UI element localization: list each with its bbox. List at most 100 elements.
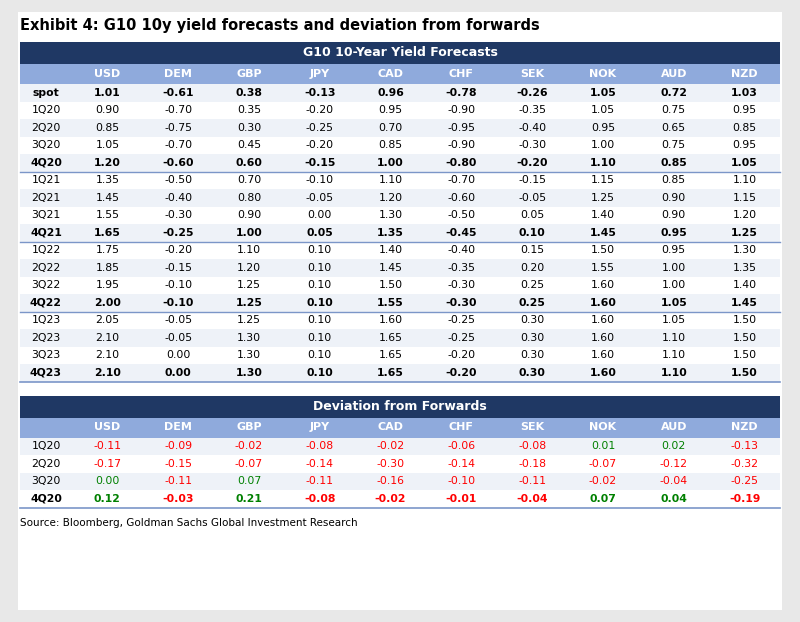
Text: -0.02: -0.02: [375, 494, 406, 504]
Text: 0.65: 0.65: [662, 123, 686, 132]
Text: 1.45: 1.45: [378, 262, 402, 273]
Text: -0.06: -0.06: [447, 441, 475, 451]
Text: -0.25: -0.25: [306, 123, 334, 132]
Text: Source: Bloomberg, Goldman Sachs Global Investment Research: Source: Bloomberg, Goldman Sachs Global …: [20, 518, 358, 527]
Text: -0.30: -0.30: [518, 140, 546, 151]
Text: -0.20: -0.20: [446, 368, 477, 378]
Text: 2.05: 2.05: [95, 315, 119, 325]
Text: 1.25: 1.25: [731, 228, 758, 238]
Text: -0.90: -0.90: [447, 140, 475, 151]
Text: 0.10: 0.10: [308, 333, 332, 343]
Text: -0.16: -0.16: [377, 476, 405, 486]
Text: 1.30: 1.30: [237, 350, 261, 360]
Text: 1.95: 1.95: [95, 281, 119, 290]
Text: CHF: CHF: [449, 422, 474, 432]
Bar: [20, 42, 780, 64]
Text: 0.75: 0.75: [662, 140, 686, 151]
Text: 0.20: 0.20: [520, 262, 544, 273]
Text: -0.05: -0.05: [164, 315, 192, 325]
Text: 1.05: 1.05: [662, 315, 686, 325]
Text: 1.25: 1.25: [591, 193, 615, 203]
Text: DEM: DEM: [164, 422, 192, 432]
Text: 1.60: 1.60: [591, 350, 615, 360]
Text: SEK: SEK: [520, 69, 544, 79]
Text: 1.30: 1.30: [733, 245, 757, 255]
Bar: [20, 437, 780, 455]
Text: 1.50: 1.50: [731, 368, 758, 378]
Text: NZD: NZD: [731, 422, 758, 432]
Text: 0.10: 0.10: [308, 245, 332, 255]
Text: 0.85: 0.85: [95, 123, 119, 132]
Text: 0.04: 0.04: [660, 494, 687, 504]
Text: 0.85: 0.85: [378, 140, 402, 151]
Text: -0.04: -0.04: [660, 476, 688, 486]
Text: 0.00: 0.00: [308, 210, 332, 220]
Text: 3Q23: 3Q23: [31, 350, 61, 360]
Text: 0.35: 0.35: [237, 105, 261, 115]
Text: 1.20: 1.20: [733, 210, 757, 220]
Text: 1.15: 1.15: [733, 193, 757, 203]
Text: JPY: JPY: [310, 422, 330, 432]
Text: -0.20: -0.20: [447, 350, 475, 360]
Text: -0.78: -0.78: [446, 88, 477, 98]
Text: 1.60: 1.60: [591, 281, 615, 290]
Text: 0.90: 0.90: [95, 105, 119, 115]
Bar: [20, 396, 780, 417]
Text: SEK: SEK: [520, 422, 544, 432]
Text: 2Q22: 2Q22: [31, 262, 61, 273]
Text: 1Q23: 1Q23: [31, 315, 61, 325]
Text: 0.07: 0.07: [590, 494, 617, 504]
Text: 1.40: 1.40: [591, 210, 615, 220]
Bar: [20, 119, 780, 136]
Text: -0.20: -0.20: [164, 245, 192, 255]
Text: GBP: GBP: [236, 69, 262, 79]
Text: 1.60: 1.60: [591, 333, 615, 343]
Text: -0.40: -0.40: [518, 123, 546, 132]
Text: 0.95: 0.95: [733, 105, 757, 115]
Text: -0.10: -0.10: [306, 175, 334, 185]
Text: 0.80: 0.80: [237, 193, 261, 203]
Text: -0.80: -0.80: [446, 158, 477, 168]
Text: JPY: JPY: [310, 69, 330, 79]
Text: -0.15: -0.15: [164, 262, 192, 273]
Text: 1.10: 1.10: [378, 175, 402, 185]
Text: -0.10: -0.10: [162, 298, 194, 308]
Text: 2.10: 2.10: [95, 333, 119, 343]
Text: 0.02: 0.02: [662, 441, 686, 451]
Text: -0.10: -0.10: [164, 281, 192, 290]
Text: 4Q20: 4Q20: [30, 494, 62, 504]
Text: 1.03: 1.03: [731, 88, 758, 98]
Text: 0.05: 0.05: [520, 210, 544, 220]
Text: -0.07: -0.07: [235, 459, 263, 469]
Text: 1.25: 1.25: [237, 281, 261, 290]
Text: 0.15: 0.15: [520, 245, 544, 255]
Bar: [20, 473, 780, 490]
Text: 1.45: 1.45: [95, 193, 119, 203]
Bar: [20, 364, 780, 381]
Text: 3Q22: 3Q22: [31, 281, 61, 290]
Text: 1.35: 1.35: [377, 228, 404, 238]
Text: 1.65: 1.65: [377, 368, 404, 378]
Text: 1.25: 1.25: [235, 298, 262, 308]
Text: 0.10: 0.10: [308, 281, 332, 290]
Text: 1Q22: 1Q22: [31, 245, 61, 255]
Text: 1.20: 1.20: [237, 262, 261, 273]
Text: -0.95: -0.95: [447, 123, 475, 132]
Text: -0.13: -0.13: [304, 88, 335, 98]
Text: AUD: AUD: [661, 422, 687, 432]
Text: -0.15: -0.15: [518, 175, 546, 185]
Bar: [20, 259, 780, 277]
Text: -0.25: -0.25: [447, 333, 475, 343]
Text: -0.90: -0.90: [447, 105, 475, 115]
Bar: [20, 189, 780, 207]
Text: 0.90: 0.90: [237, 210, 261, 220]
Text: 1.50: 1.50: [378, 281, 402, 290]
Text: 1.10: 1.10: [662, 350, 686, 360]
Text: 1.00: 1.00: [662, 262, 686, 273]
Text: -0.70: -0.70: [447, 175, 475, 185]
Text: -0.32: -0.32: [730, 459, 758, 469]
Text: 0.70: 0.70: [237, 175, 261, 185]
Text: -0.07: -0.07: [589, 459, 617, 469]
Text: 1.45: 1.45: [590, 228, 617, 238]
Text: -0.70: -0.70: [164, 105, 192, 115]
